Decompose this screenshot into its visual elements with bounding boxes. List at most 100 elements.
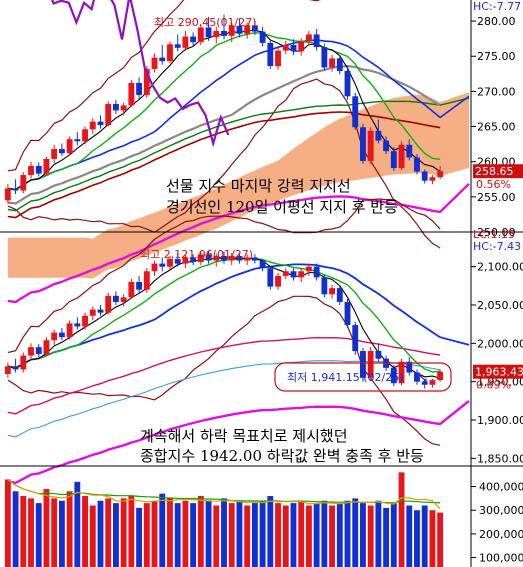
volume-bar bbox=[174, 503, 181, 567]
volume-bar bbox=[305, 505, 312, 567]
candle-body bbox=[205, 27, 212, 38]
candle-body bbox=[167, 44, 173, 62]
volume-bar bbox=[282, 505, 289, 567]
candle-body bbox=[329, 288, 336, 295]
candle-body bbox=[35, 165, 42, 174]
candle-body bbox=[298, 271, 305, 278]
volume-bar bbox=[58, 500, 65, 567]
candle-body bbox=[51, 149, 58, 159]
candle-body bbox=[128, 282, 135, 298]
volume-bar bbox=[136, 507, 143, 567]
candle-body bbox=[236, 26, 243, 34]
y-tick-label: 275.00 bbox=[477, 50, 516, 63]
volume-bar bbox=[35, 503, 42, 567]
last-pct-label: 0.69% bbox=[476, 379, 511, 392]
candle-body bbox=[390, 367, 397, 384]
y-tick-label: 255.00 bbox=[477, 191, 516, 204]
candle-body bbox=[66, 139, 73, 154]
candle-body bbox=[213, 30, 220, 38]
candle-body bbox=[244, 25, 251, 34]
volume-bar bbox=[167, 498, 173, 567]
candle-body bbox=[221, 30, 227, 36]
ma20-line bbox=[7, 263, 470, 369]
y-tick-label: 265.00 bbox=[477, 121, 516, 134]
volume-bar bbox=[82, 496, 88, 567]
candle-body bbox=[58, 149, 65, 154]
composite-index-panel: 1,850.00 1,900.00 1,950.00 2,000.00 2,050.00… bbox=[4, 198, 523, 485]
ma60-line bbox=[7, 336, 441, 415]
volume-bar bbox=[344, 500, 351, 567]
candle-body bbox=[82, 129, 88, 142]
candle-body bbox=[143, 68, 150, 95]
panel2-caption-line1: 계속해서 하락 목표치로 제시했던 bbox=[140, 427, 348, 445]
panel1-caption-line1: 선물 지수 마지막 강력 지지선 bbox=[166, 177, 351, 195]
candle-body bbox=[259, 260, 266, 269]
candle-body bbox=[190, 257, 197, 263]
candle-body bbox=[282, 271, 289, 276]
volume-bar bbox=[321, 500, 328, 567]
volume-bar bbox=[251, 503, 258, 567]
panel1-high-annotation: 최고 290.45(01/27) bbox=[154, 16, 257, 29]
volume-bar bbox=[336, 503, 343, 567]
candle-body bbox=[375, 130, 382, 141]
panel2-lc-label: LC:1.15 bbox=[473, 228, 515, 241]
candle-body bbox=[182, 36, 189, 48]
ichimoku-lagging-line bbox=[51, 0, 230, 148]
candle-body bbox=[89, 309, 96, 316]
panel1-caption-line2: 경기선인 120일 이평선 지지 후 반등 bbox=[166, 198, 398, 216]
candle-body bbox=[321, 47, 328, 68]
candle-body bbox=[51, 332, 58, 341]
candle-body bbox=[398, 361, 405, 384]
candle-body bbox=[290, 44, 297, 52]
candle-body bbox=[344, 71, 351, 97]
volume-bar bbox=[51, 498, 58, 567]
volume-bar bbox=[28, 498, 34, 567]
ma-green-line bbox=[7, 97, 470, 212]
candle-body bbox=[20, 355, 27, 370]
volume-bar bbox=[313, 503, 320, 567]
candle-body bbox=[105, 104, 112, 126]
candle-body bbox=[290, 271, 297, 278]
volume-bar bbox=[66, 491, 73, 567]
candle-body bbox=[120, 105, 127, 111]
candle-body bbox=[120, 297, 127, 302]
candle-body bbox=[190, 36, 197, 43]
candle-body bbox=[336, 58, 343, 72]
candle-body bbox=[352, 324, 359, 351]
volume-bar bbox=[213, 505, 220, 567]
volume-bar bbox=[159, 493, 166, 567]
candle-body bbox=[421, 381, 428, 385]
candle-body bbox=[4, 366, 11, 374]
candle-body bbox=[244, 257, 251, 261]
candle-body bbox=[12, 366, 19, 370]
candle-body bbox=[414, 157, 420, 172]
candle-body bbox=[360, 127, 366, 161]
candle-body bbox=[136, 282, 143, 290]
ma-gray-line bbox=[7, 64, 441, 205]
candle-body bbox=[20, 175, 27, 191]
candle-body bbox=[66, 323, 73, 338]
candle-body bbox=[298, 41, 305, 52]
candle-body bbox=[205, 254, 212, 261]
volume-bar bbox=[4, 479, 11, 567]
volume-bar bbox=[429, 510, 436, 567]
last-price-label: 258.65 bbox=[475, 165, 514, 178]
volume-bar bbox=[398, 472, 405, 567]
candle-body bbox=[221, 255, 227, 261]
y-tick-label: 2,000.00 bbox=[477, 337, 523, 350]
candle-body bbox=[336, 288, 343, 302]
last-price-label: 1,963.43 bbox=[475, 366, 523, 379]
y-tick-label: 400,000 bbox=[479, 481, 523, 494]
volume-bar bbox=[12, 491, 19, 567]
volume-bar bbox=[112, 503, 119, 567]
candle-body bbox=[282, 44, 289, 51]
volume-bar bbox=[360, 503, 366, 567]
candle-body bbox=[136, 82, 143, 95]
volume-bar bbox=[74, 481, 81, 567]
volume-bar bbox=[228, 503, 235, 567]
candle-body bbox=[112, 104, 119, 111]
panel2-low-annotation: 최저 1,941.15 (02/25) bbox=[287, 371, 404, 384]
candle-body bbox=[197, 254, 204, 263]
y-tick-label: 2,050.00 bbox=[477, 299, 523, 312]
